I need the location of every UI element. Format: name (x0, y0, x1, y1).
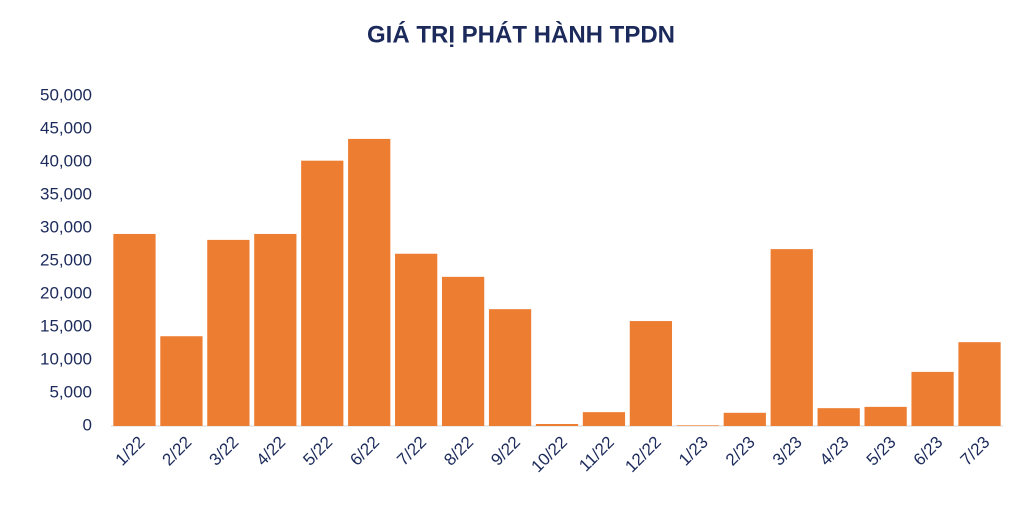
x-tick-label: 7/22 (393, 433, 430, 470)
bar (770, 249, 813, 426)
y-tick-label: 15,000 (40, 316, 92, 335)
y-tick-label: 25,000 (40, 250, 92, 269)
x-tick-label: 10/22 (527, 433, 571, 477)
bar (958, 342, 1001, 426)
x-tick-label: 5/23 (863, 433, 900, 470)
y-tick-label: 20,000 (40, 283, 92, 302)
bar (864, 406, 907, 426)
y-tick-label: 45,000 (40, 118, 92, 137)
x-tick-label: 2/22 (159, 433, 196, 470)
x-tick-label: 11/22 (575, 433, 618, 476)
x-tick-label: 1/23 (675, 433, 712, 470)
y-tick-label: 30,000 (40, 217, 92, 236)
bar (723, 412, 766, 426)
bar (160, 336, 203, 426)
bar (629, 321, 673, 426)
chart-title: GIÁ TRỊ PHÁT HÀNH TPDN (367, 20, 675, 48)
x-tick-label: 4/23 (816, 433, 853, 470)
y-tick-label: 40,000 (40, 151, 92, 170)
y-tick-label: 5,000 (49, 382, 92, 401)
bar (441, 276, 485, 426)
bar (207, 239, 250, 426)
bar (254, 233, 297, 426)
bar (395, 253, 438, 426)
x-tick-label: 12/22 (621, 433, 665, 477)
bar (817, 408, 860, 426)
x-tick-label: 7/23 (957, 433, 994, 470)
y-tick-label: 0 (83, 415, 92, 434)
x-tick-label: 1/22 (112, 433, 149, 470)
y-tick-label: 50,000 (40, 85, 92, 104)
y-tick-label: 10,000 (40, 349, 92, 368)
x-tick-label: 3/22 (206, 433, 243, 470)
x-tick-label: 4/22 (252, 433, 289, 470)
bar (301, 160, 344, 426)
y-tick-label: 35,000 (40, 184, 92, 203)
bar (348, 138, 391, 426)
x-tick-label: 6/22 (346, 433, 383, 470)
x-tick-label: 9/22 (487, 433, 524, 470)
x-tick-label: 2/23 (722, 433, 759, 470)
bar (676, 425, 719, 426)
bar (535, 424, 579, 426)
x-tick-label: 6/23 (910, 433, 947, 470)
x-tick-label: 5/22 (299, 433, 336, 470)
bar (911, 371, 954, 426)
x-tick-label: 3/23 (769, 433, 806, 470)
x-tick-label: 8/22 (440, 433, 477, 470)
bar (488, 309, 532, 426)
bar (582, 412, 626, 426)
bar (113, 233, 156, 426)
